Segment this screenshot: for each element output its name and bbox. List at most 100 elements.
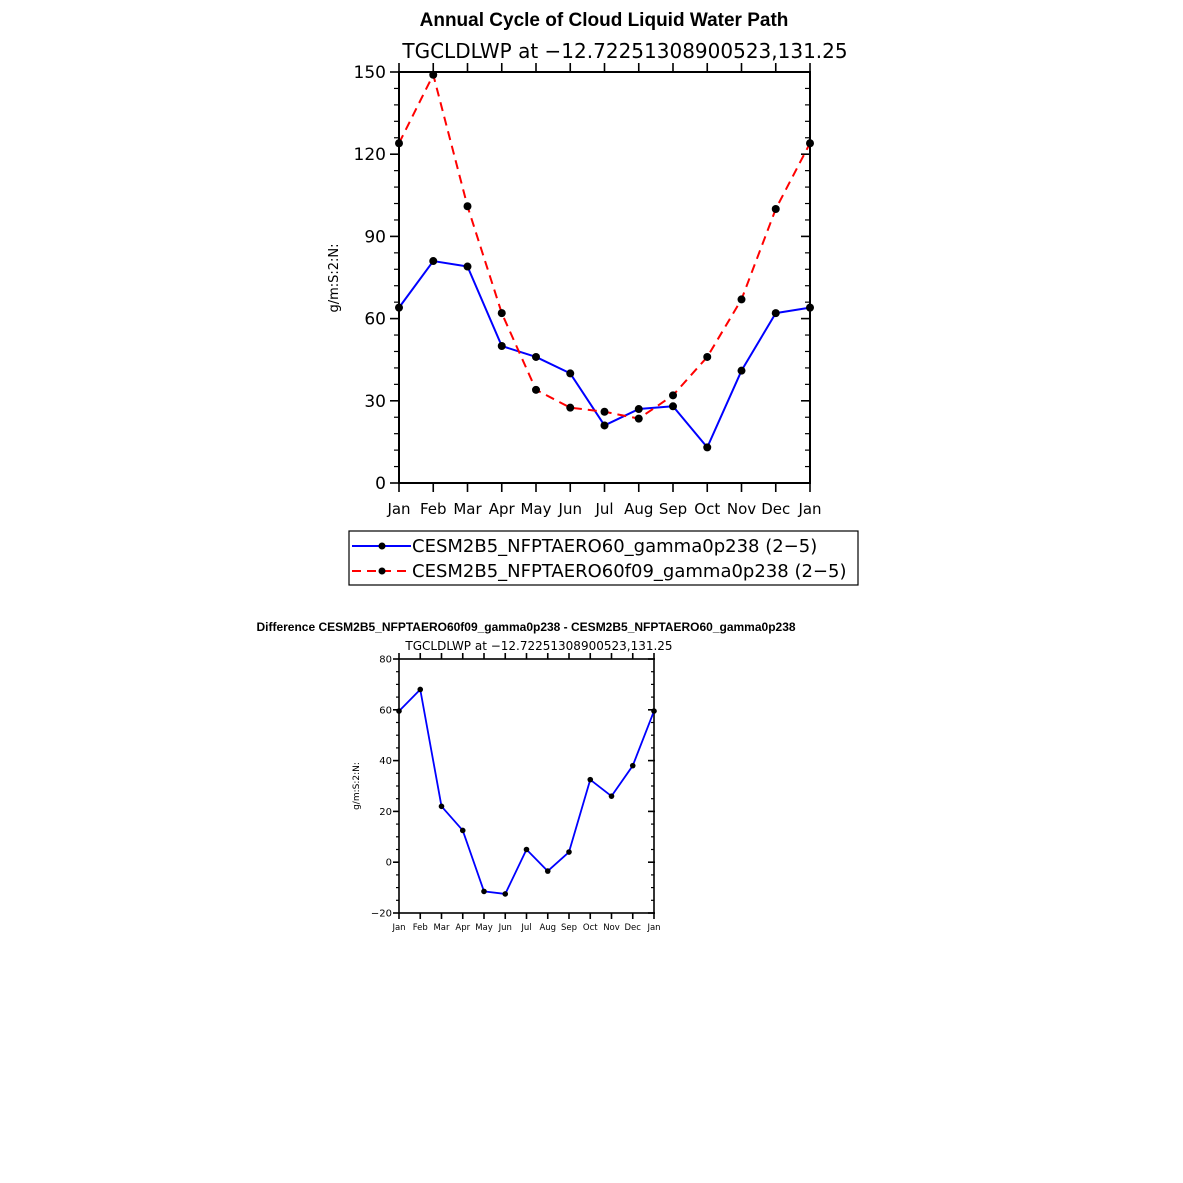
data-point-series-1 bbox=[737, 366, 746, 375]
x-tick-label: Oct bbox=[694, 500, 720, 518]
data-point-series-2 bbox=[532, 385, 540, 394]
x-tick-label: May bbox=[475, 923, 493, 933]
data-point-series-1 bbox=[396, 708, 402, 714]
data-point-series-1 bbox=[417, 686, 424, 693]
data-point-series-1 bbox=[566, 849, 572, 855]
data-point-series-2 bbox=[669, 391, 677, 400]
data-point-series-1 bbox=[438, 803, 445, 810]
series-line-1 bbox=[398, 688, 655, 895]
x-tick-label: Jul bbox=[520, 923, 531, 933]
y-tick-label: 60 bbox=[379, 705, 392, 716]
chart1-y-axis-label: g/m:S:2:N: bbox=[327, 243, 342, 312]
data-point-series-1 bbox=[634, 405, 643, 414]
data-point-series-1 bbox=[600, 421, 609, 430]
x-tick-label: Nov bbox=[727, 500, 756, 518]
x-tick-label: May bbox=[520, 500, 551, 518]
data-point-series-1 bbox=[532, 352, 540, 361]
legend-marker-series-1 bbox=[378, 542, 386, 550]
annual-cycle-chart: Annual Cycle of Cloud Liquid Water Path … bbox=[327, 10, 859, 586]
x-tick-label: Mar bbox=[453, 500, 482, 518]
x-tick-label: Jan bbox=[391, 923, 405, 933]
y-tick-label: 20 bbox=[379, 807, 392, 818]
y-tick-label: 30 bbox=[364, 392, 386, 412]
data-point-series-2 bbox=[806, 139, 814, 148]
y-tick-label: 40 bbox=[379, 756, 392, 767]
x-tick-label: Apr bbox=[489, 500, 516, 518]
data-point-series-1 bbox=[629, 762, 636, 769]
chart2-y-tick-labels: −20 0 20 40 60 80 bbox=[371, 655, 392, 920]
x-tick-label: Mar bbox=[433, 923, 450, 933]
data-point-series-2 bbox=[737, 295, 746, 304]
x-tick-label: Dec bbox=[625, 923, 642, 933]
x-tick-label: Jan bbox=[797, 500, 821, 518]
chart1-y-tick-labels: 0 30 60 90 120 150 bbox=[354, 63, 386, 494]
chart1-ticks bbox=[390, 63, 811, 492]
data-point-series-1 bbox=[395, 303, 403, 312]
data-point-series-2 bbox=[463, 202, 472, 211]
data-point-series-1 bbox=[608, 793, 615, 799]
y-tick-label: 120 bbox=[354, 145, 386, 165]
data-point-series-1 bbox=[669, 402, 677, 411]
x-tick-label: Sep bbox=[659, 500, 687, 518]
chart2-y-axis-label: g/m:S:2:N: bbox=[352, 762, 362, 810]
chart2-x-tick-labels: Jan Feb Mar Apr May Jun Jul Aug Sep Oct Nov Dec Jan bbox=[391, 923, 660, 933]
x-tick-label: Jun bbox=[558, 500, 582, 518]
y-tick-label: 90 bbox=[364, 227, 386, 247]
data-point-series-1 bbox=[651, 708, 657, 714]
chart2-ticks bbox=[393, 653, 655, 919]
x-tick-label: Apr bbox=[455, 923, 470, 933]
data-point-series-1 bbox=[463, 262, 472, 271]
data-point-series-1 bbox=[771, 309, 780, 318]
y-tick-label: 0 bbox=[386, 858, 392, 869]
legend-label-series-2: CESM2B5_NFPTAERO60f09_gamma0p238 (2−5) bbox=[412, 561, 846, 582]
data-point-series-2 bbox=[771, 205, 780, 213]
legend-box bbox=[348, 530, 859, 586]
x-tick-label: Jul bbox=[594, 500, 613, 518]
data-point-series-1 bbox=[566, 369, 575, 378]
data-point-series-2 bbox=[703, 352, 712, 361]
data-point-series-2 bbox=[566, 403, 575, 412]
data-point-series-1 bbox=[703, 443, 712, 452]
data-point-series-1 bbox=[429, 257, 438, 266]
y-tick-label: 0 bbox=[375, 474, 386, 494]
chart2-markers bbox=[396, 686, 657, 897]
chart1-x-tick-labels: Jan Feb Mar Apr May Jun Jul Aug Sep Oct Nov Dec Jan bbox=[386, 500, 821, 518]
chart1-title: Annual Cycle of Cloud Liquid Water Path bbox=[420, 10, 789, 31]
y-tick-label: 60 bbox=[364, 310, 386, 330]
data-point-series-1 bbox=[497, 342, 506, 350]
chart2-series bbox=[398, 688, 655, 895]
y-tick-label: −20 bbox=[371, 909, 392, 920]
series-line-1 bbox=[398, 260, 811, 449]
x-tick-label: Jan bbox=[646, 923, 660, 933]
data-point-series-2 bbox=[634, 414, 643, 423]
x-tick-label: Sep bbox=[561, 923, 577, 933]
x-tick-label: Aug bbox=[539, 923, 556, 933]
x-tick-label: Nov bbox=[603, 923, 620, 933]
x-tick-label: Jan bbox=[386, 500, 410, 518]
chart1-plot-frame bbox=[398, 71, 811, 484]
data-point-series-1 bbox=[806, 303, 814, 312]
data-point-series-1 bbox=[502, 891, 509, 897]
x-tick-label: Jun bbox=[498, 923, 512, 933]
x-tick-label: Feb bbox=[420, 500, 447, 518]
legend-marker-series-2 bbox=[378, 567, 386, 575]
series-line-2 bbox=[398, 73, 811, 420]
data-point-series-2 bbox=[429, 70, 438, 79]
chart1-markers bbox=[395, 70, 814, 452]
data-point-series-1 bbox=[459, 827, 466, 834]
legend-label-series-1: CESM2B5_NFPTAERO60_gamma0p238 (2−5) bbox=[412, 536, 817, 557]
x-tick-label: Feb bbox=[413, 923, 428, 933]
data-point-series-1 bbox=[587, 776, 594, 783]
chart2-subtitle: TGCLDLWP at −12.72251308900523,131.25 bbox=[404, 639, 672, 653]
y-tick-label: 80 bbox=[379, 655, 392, 666]
difference-chart: Difference CESM2B5_NFPTAERO60f09_gamma0p… bbox=[256, 620, 795, 933]
data-point-series-2 bbox=[497, 309, 506, 318]
chart1-series bbox=[398, 73, 811, 449]
x-tick-label: Aug bbox=[624, 500, 653, 518]
data-point-series-1 bbox=[481, 888, 487, 895]
x-tick-label: Dec bbox=[761, 500, 790, 518]
chart2-title: Difference CESM2B5_NFPTAERO60f09_gamma0p… bbox=[256, 620, 795, 634]
chart1-legend: CESM2B5_NFPTAERO60_gamma0p238 (2−5) CESM… bbox=[348, 530, 859, 586]
y-tick-label: 150 bbox=[354, 63, 386, 83]
